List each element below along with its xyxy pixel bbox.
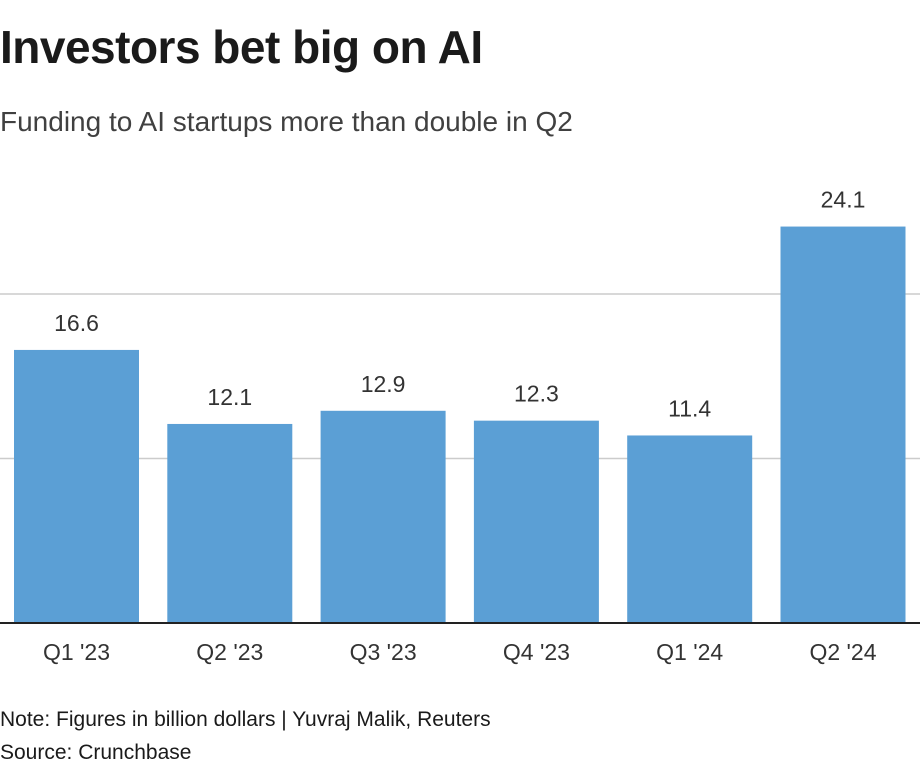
value-label-1: 16.6 bbox=[54, 310, 99, 336]
bars bbox=[14, 226, 906, 623]
chart-title: Investors bet big on AI bbox=[0, 21, 483, 73]
chart-subtitle: Funding to AI startups more than double … bbox=[0, 106, 573, 137]
bar-6 bbox=[780, 226, 906, 623]
bar-3 bbox=[320, 410, 446, 623]
value-labels: 16.6 12.1 12.9 12.3 11.4 24.1 bbox=[54, 187, 865, 422]
chart-note: Note: Figures in billion dollars | Yuvra… bbox=[0, 708, 491, 731]
gridlines bbox=[0, 293, 920, 460]
value-label-5: 11.4 bbox=[668, 395, 711, 421]
bar-chart: 16.6 12.1 12.9 12.3 11.4 24.1 Q1 '23 Q2 '23 Q3 … bbox=[0, 187, 920, 665]
value-label-6: 24.1 bbox=[821, 187, 866, 213]
category-label-4: Q4 '23 bbox=[503, 639, 570, 665]
category-label-5: Q1 '24 bbox=[656, 639, 723, 665]
bar-2 bbox=[167, 423, 293, 623]
value-label-4: 12.3 bbox=[514, 381, 559, 407]
category-label-2: Q2 '23 bbox=[196, 639, 263, 665]
category-label-6: Q2 '24 bbox=[809, 639, 876, 665]
category-label-1: Q1 '23 bbox=[43, 639, 110, 665]
bar-4 bbox=[473, 420, 599, 623]
value-label-3: 12.9 bbox=[361, 371, 406, 397]
value-label-2: 12.1 bbox=[207, 384, 252, 410]
chart-source: Source: Crunchbase bbox=[0, 741, 192, 764]
bar-1 bbox=[14, 349, 139, 623]
x-axis: Q1 '23 Q2 '23 Q3 '23 Q4 '23 Q1 '24 Q2 '24 bbox=[0, 622, 920, 665]
category-label-3: Q3 '23 bbox=[350, 639, 417, 665]
bar-5 bbox=[627, 435, 753, 623]
